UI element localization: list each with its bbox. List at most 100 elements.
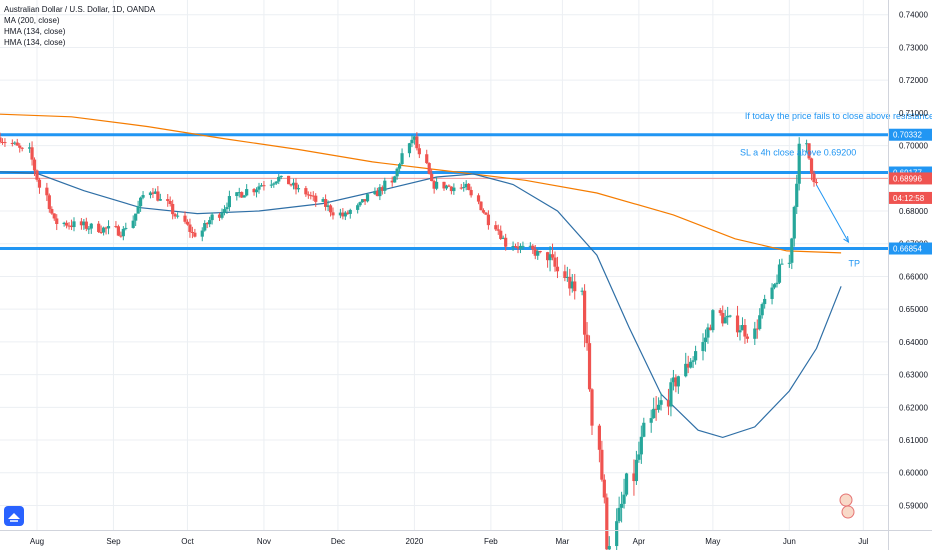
candle-body [792,206,796,239]
candle-body [657,404,661,410]
candle-body [654,408,658,410]
candle-body [637,454,641,460]
candle-body [306,194,310,196]
candle-body [173,214,177,217]
tradingview-logo[interactable] [4,506,24,526]
tradingview-logo-icon [8,513,20,522]
candle-body [3,142,7,144]
candle-body [809,158,814,174]
candle-body [124,227,128,229]
candle-body [726,315,730,318]
candle-body [763,298,767,305]
candle-body [516,246,520,249]
candle-body [55,218,59,224]
candle-body [171,203,175,215]
candle-body [511,246,515,248]
candle-body [740,325,745,331]
candle-body [190,231,194,233]
candle-body [139,197,143,207]
candle-body [583,290,587,335]
candle-body [496,229,500,231]
candle-body [642,422,646,437]
candle-body [476,195,481,202]
candle-body [358,202,362,206]
candle-body [131,220,135,228]
candle-body [738,330,742,333]
candle-body [442,181,446,189]
candlesticks [0,132,819,550]
candle-body [257,186,261,190]
candle-body [227,196,231,208]
candle-body [326,205,330,207]
candle-body [602,479,606,498]
candle-body [52,213,56,219]
candle-body [600,449,604,480]
symbol-title[interactable]: Australian Dollar / U.S. Dollar, 1D, OAN… [4,5,156,14]
candle-body [620,503,624,508]
candle-body [447,185,451,187]
candle-body [237,192,241,194]
indicator-hma-2[interactable]: HMA (134, close) [4,38,66,47]
candle-body [585,334,589,344]
x-tick-label: Oct [181,537,194,546]
candle-body [311,195,315,197]
indicator-ma[interactable]: MA (200, close) [4,16,60,25]
candle-body [479,201,483,211]
candle-body [72,221,76,228]
x-tick-label: Jun [783,537,796,546]
y-tick-label: 0.66000 [899,272,928,281]
price-label-text: 0.70332 [893,131,922,140]
candle-body [119,235,123,237]
candle-body [328,205,333,213]
candle-body [666,400,671,407]
candle-body [104,227,108,229]
candle-body [390,180,394,183]
y-tick-label: 0.61000 [899,436,928,445]
candle-body [254,189,259,193]
candle-body [452,187,456,192]
candle-body [400,153,404,165]
candle-body [770,287,774,299]
price-axis: 0.740000.730000.720000.710000.700000.690… [888,0,932,550]
candle-body [546,252,550,261]
candle-body [728,315,732,317]
candle-body [89,223,93,229]
candle-body [0,137,2,142]
x-tick-label: Mar [556,537,570,546]
candle-body [553,257,557,267]
candle-body [521,245,525,247]
candle-body [13,142,17,144]
candle-body [97,223,101,233]
candle-body [573,281,577,292]
candle-body [486,214,490,226]
x-tick-label: May [705,537,720,546]
candle-body [383,180,387,191]
candle-body [168,200,172,204]
candle-body [684,363,688,377]
candle-body [597,425,601,450]
candle-body [361,199,365,203]
projection-line [816,184,849,243]
candle-body [99,232,103,234]
indicator-hma-1[interactable]: HMA (134, close) [4,27,66,36]
time-axis: Aug Sep Oct Nov Dec 2020 Feb Mar Apr May Jun Jul [0,530,932,546]
candle-body [777,264,782,283]
candle-body [343,212,347,217]
candle-body [373,191,377,195]
candle-body [706,327,710,338]
candle-body [607,546,611,550]
candle-body [47,195,51,210]
candle-body [417,148,421,155]
event-flags [839,493,855,519]
candle-body [375,191,379,197]
y-tick-label: 0.65000 [899,305,928,314]
annotation-text: SL a 4h close above 0.69200 [740,147,856,157]
candle-body [570,281,574,289]
candle-body [721,312,725,324]
candle-body [694,351,698,361]
x-tick-label: Jul [858,537,868,546]
x-tick-label: Aug [30,537,44,546]
candle-body [407,143,412,154]
candle-body [735,315,740,333]
